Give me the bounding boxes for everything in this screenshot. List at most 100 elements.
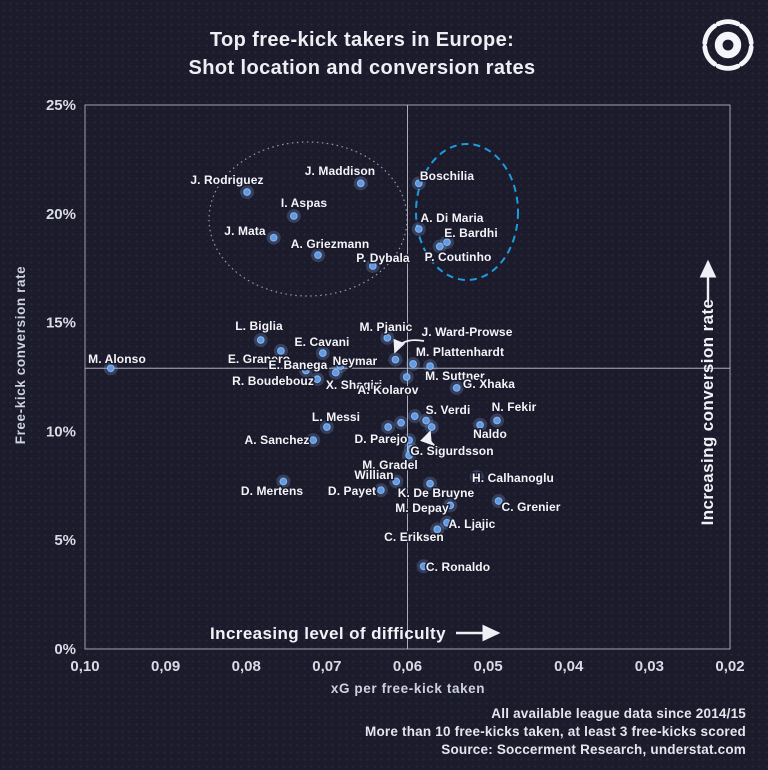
y-axis-tick: 0% xyxy=(54,641,76,658)
player-label: M. Suttner xyxy=(425,369,485,383)
right-cluster-ellipse xyxy=(415,143,519,281)
player-dot xyxy=(331,368,340,377)
player-dot xyxy=(452,383,461,392)
player-label: M. Pjanic xyxy=(360,320,413,334)
player-dot xyxy=(277,346,285,355)
logo-center-ring xyxy=(714,31,742,59)
player-label: M. Depay xyxy=(395,501,449,515)
player-dot xyxy=(414,225,423,233)
player-dot xyxy=(314,251,322,260)
player-dot xyxy=(419,562,428,571)
player-label: P. Coutinho xyxy=(425,250,492,264)
logo-arc xyxy=(738,44,754,67)
x-axis-tick: 0,07 xyxy=(312,658,341,675)
x-axis-tick: 0,04 xyxy=(554,658,584,675)
left-cluster-ellipse xyxy=(208,141,408,297)
callout-arrow xyxy=(393,338,425,354)
y-axis-tick: 25% xyxy=(46,97,76,114)
x-axis-tick: 0,03 xyxy=(635,658,664,675)
footer-notes: All available league data since 2014/15 … xyxy=(365,705,746,759)
player-dot xyxy=(356,179,365,188)
player-label: E. Cavani xyxy=(295,335,350,349)
player-dot xyxy=(322,423,331,431)
player-label: D. Payet xyxy=(328,484,376,498)
player-label: R. Boudebouz xyxy=(232,374,314,388)
player-label: E. Bardhi xyxy=(444,226,498,240)
player-label: A. Kolarov xyxy=(357,383,418,397)
x-axis-tick: 0,08 xyxy=(232,658,261,675)
player-label: X. Shaqiri xyxy=(326,378,382,392)
player-label: J. Rodriguez xyxy=(190,173,263,187)
player-dot xyxy=(493,416,501,425)
player-dot xyxy=(318,349,327,357)
logo-arc xyxy=(702,44,718,67)
player-label: P. Dybala xyxy=(356,251,410,265)
player-dot xyxy=(414,179,423,188)
player-label: I. Aspas xyxy=(281,196,328,210)
y-axis-tick: 20% xyxy=(46,206,76,223)
player-dot xyxy=(391,355,400,364)
player-dot xyxy=(336,362,345,371)
player-label: C. Grenier xyxy=(501,500,560,514)
player-dot xyxy=(243,188,251,196)
player-dot xyxy=(435,242,444,251)
player-label: K. De Bruyne xyxy=(398,486,475,500)
player-dot xyxy=(279,477,288,486)
logo-arc xyxy=(738,23,754,46)
player-dot xyxy=(443,238,451,246)
chart-title-line1: Top free-kick takers in Europe: xyxy=(209,29,515,51)
player-dot xyxy=(409,360,418,368)
player-dot xyxy=(309,436,318,445)
player-dot xyxy=(402,373,411,381)
player-dot xyxy=(472,473,481,481)
player-label: A. Griezmann xyxy=(291,237,370,251)
logo-arc-segments xyxy=(702,19,754,71)
player-label: S. Verdi xyxy=(426,403,471,417)
player-label: Neymar xyxy=(333,354,378,368)
chart-title: Top free-kick takers in Europe: Shot loc… xyxy=(0,26,724,82)
player-label: M. Gradel xyxy=(362,458,418,472)
player-dot xyxy=(106,364,115,373)
player-label: E. Granero xyxy=(228,352,290,366)
logo-arc xyxy=(702,23,718,46)
x-axis-tick: 0,10 xyxy=(70,658,99,675)
conversion-annotation: Increasing conversion rate xyxy=(698,299,717,526)
player-label: G. Sigurdsson xyxy=(410,444,493,458)
y-axis-title: Free-kick conversion rate xyxy=(13,266,28,445)
player-label: J. Mata xyxy=(224,224,266,238)
player-dot xyxy=(476,420,484,429)
player-dot xyxy=(256,336,265,344)
player-label: L. Biglia xyxy=(235,319,283,333)
player-dot xyxy=(397,418,405,427)
player-label: A. Sanchez xyxy=(244,433,309,447)
player-label: J. Maddison xyxy=(305,164,375,178)
player-label: E. Banega xyxy=(269,358,328,372)
player-label: H. Calhanoglu xyxy=(472,471,554,485)
x-axis-tick: 0,09 xyxy=(151,658,180,675)
player-dot xyxy=(446,501,455,510)
player-dot xyxy=(376,486,385,495)
player-label: L. Messi xyxy=(312,410,360,424)
player-label: J. Ward-Prowse xyxy=(422,325,513,339)
player-dot xyxy=(289,212,298,220)
footer-line3: Source: Soccerment Research, understat.c… xyxy=(441,742,746,757)
x-axis-tick: 0,05 xyxy=(474,658,503,675)
footer-line2: More than 10 free-kicks taken, at least … xyxy=(365,724,746,739)
player-label: D. Mertens xyxy=(241,484,304,498)
player-label: C. Ronaldo xyxy=(426,560,490,574)
player-label: Boschilia xyxy=(420,169,474,183)
player-dot xyxy=(426,362,434,371)
player-dot xyxy=(410,412,419,421)
logo-arc xyxy=(715,63,741,71)
player-dot xyxy=(494,497,503,505)
y-axis-tick: 15% xyxy=(46,315,76,332)
chart-title-line2: Shot location and conversion rates xyxy=(188,57,536,79)
player-label: N. Fekir xyxy=(492,400,537,414)
soccerment-ball-logo xyxy=(702,19,754,71)
difficulty-annotation: Increasing level of difficulty xyxy=(210,624,446,643)
player-label: C. Eriksen xyxy=(384,530,444,544)
player-label: M. Alonso xyxy=(88,352,146,366)
x-axis-tick: 0,02 xyxy=(715,658,744,675)
